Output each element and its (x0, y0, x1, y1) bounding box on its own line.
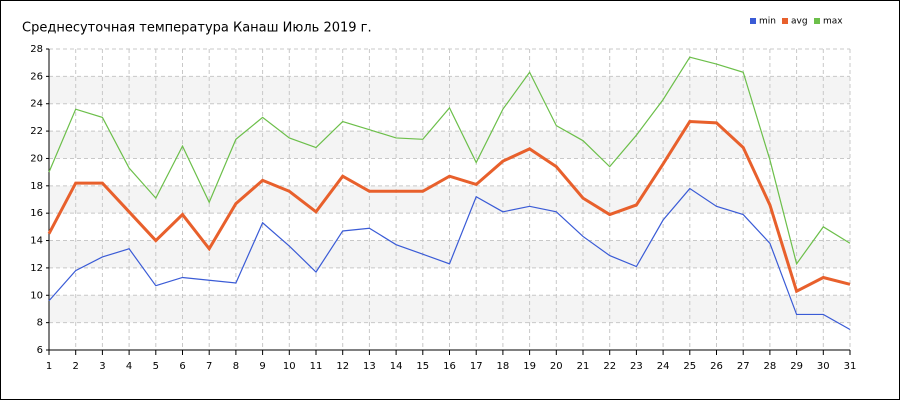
y-tick-label: 28 (30, 44, 43, 55)
x-tick-label: 12 (336, 361, 349, 372)
x-tick-label: 3 (99, 361, 105, 372)
x-tick-label: 10 (283, 361, 296, 372)
legend-swatch (814, 18, 820, 24)
x-tick-label: 25 (683, 361, 696, 372)
legend-label: max (823, 17, 843, 27)
x-tick-label: 17 (470, 361, 483, 372)
x-tick-label: 20 (550, 361, 563, 372)
series-line (48, 56, 851, 266)
series-line (48, 187, 851, 330)
x-tick-label: 21 (577, 361, 590, 372)
y-tick-label: 10 (30, 290, 43, 301)
y-tick-label: 26 (30, 71, 43, 82)
legend-label: avg (791, 17, 808, 27)
x-tick-label: 28 (764, 361, 777, 372)
x-tick-label: 22 (603, 361, 616, 372)
x-tick-label: 9 (259, 361, 265, 372)
y-tick-label: 12 (30, 263, 43, 274)
x-tick-label: 4 (126, 361, 132, 372)
y-tick-label: 6 (37, 345, 43, 356)
y-tick-label: 14 (30, 236, 43, 247)
y-tick-label: 22 (30, 126, 43, 137)
x-tick-label: 1 (46, 361, 52, 372)
y-tick-label: 24 (30, 99, 43, 110)
y-tick-label: 16 (30, 208, 43, 219)
x-tick-label: 30 (817, 361, 830, 372)
x-tick-label: 6 (179, 361, 185, 372)
x-tick-label: 16 (443, 361, 456, 372)
x-tick-label: 8 (233, 361, 239, 372)
series-line (47, 119, 851, 294)
x-tick-label: 14 (390, 361, 403, 372)
x-tick-label: 11 (310, 361, 323, 372)
x-tick-label: 15 (416, 361, 429, 372)
x-tick-label: 23 (630, 361, 643, 372)
x-tick-label: 24 (657, 361, 670, 372)
x-tick-label: 5 (153, 361, 159, 372)
y-tick-label: 18 (30, 181, 43, 192)
x-tick-label: 19 (523, 361, 536, 372)
legend-swatch (782, 18, 788, 24)
x-tick-label: 2 (73, 361, 79, 372)
y-tick-label: 20 (30, 153, 43, 164)
legend-swatch (750, 18, 756, 24)
x-tick-label: 31 (844, 361, 857, 372)
x-tick-label: 13 (363, 361, 376, 372)
chart-title: Среднесуточная температура Канаш Июль 20… (22, 21, 372, 36)
x-tick-label: 29 (790, 361, 803, 372)
y-tick-label: 8 (37, 318, 43, 329)
x-tick-label: 27 (737, 361, 750, 372)
x-tick-label: 18 (497, 361, 510, 372)
x-tick-label: 7 (206, 361, 212, 372)
x-tick-label: 26 (710, 361, 723, 372)
legend-label: min (759, 17, 776, 27)
